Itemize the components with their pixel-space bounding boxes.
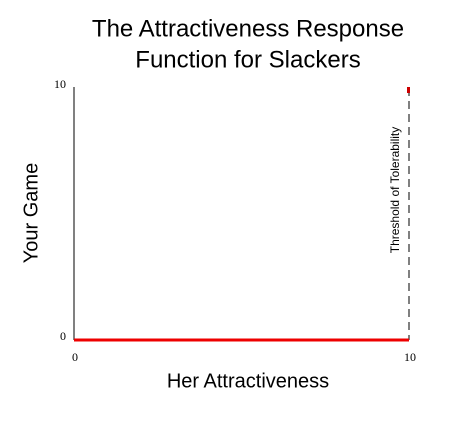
x-tick-label: 0: [72, 350, 78, 364]
y-axis-label: Your Game: [20, 163, 42, 263]
y-tick-label: 10: [54, 77, 66, 91]
point: [407, 87, 410, 93]
threshold-label: Threshold of Tolerability: [388, 127, 402, 254]
x-axis-label: Her Attractiveness: [167, 370, 329, 392]
x-tick-label: 10: [404, 350, 416, 364]
y-tick-label: 0: [60, 329, 66, 343]
chart-title: The Attractiveness Response: [92, 15, 404, 42]
chart-title: Function for Slackers: [135, 46, 360, 73]
